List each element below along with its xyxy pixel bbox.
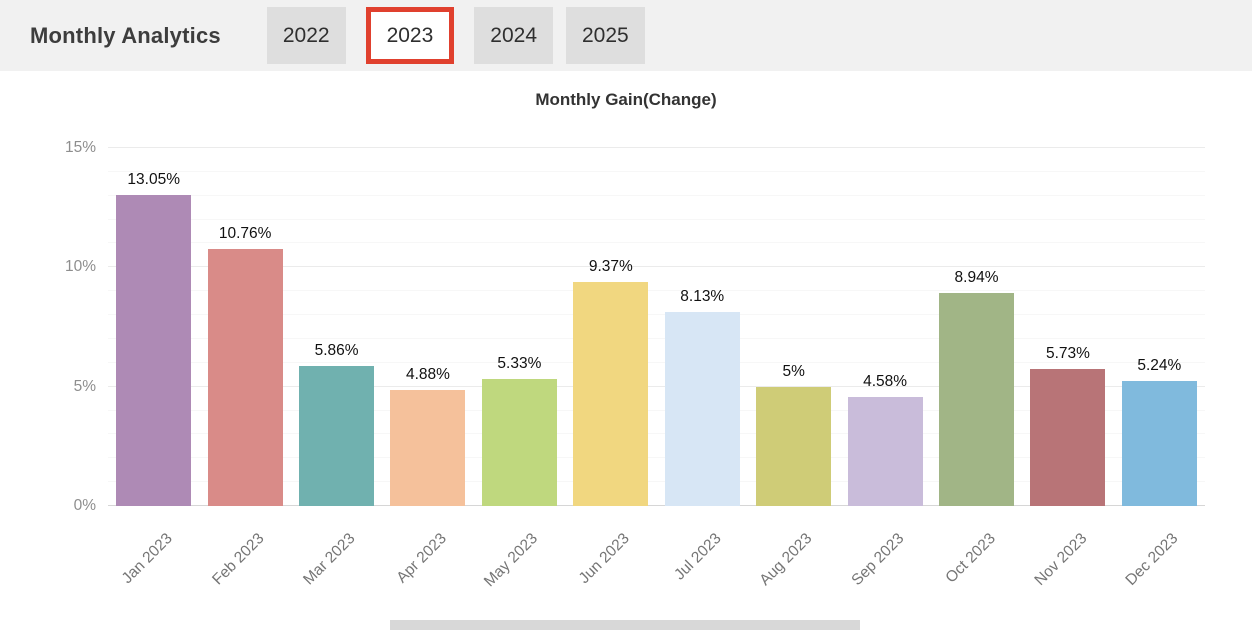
y-tick-label: 10%	[64, 258, 96, 276]
bar-slot: 13.05%	[108, 148, 199, 506]
bar-slot: 5.33%	[474, 148, 565, 506]
bar-slot: 5%	[748, 148, 839, 506]
bar-value-label: 5.33%	[497, 354, 542, 372]
x-cell: Jun 2023	[565, 506, 656, 626]
bar-value-label: 5%	[782, 362, 805, 380]
y-axis: 0% 5% 10% 15%	[0, 139, 96, 514]
gridline-minor	[108, 218, 1205, 220]
tab-2023-selected[interactable]: 2023	[365, 7, 455, 64]
x-cell: May 2023	[474, 506, 565, 626]
bar-value-label: 8.94%	[954, 268, 999, 286]
gridline-minor	[108, 457, 1205, 459]
x-cell: Oct 2023	[931, 506, 1022, 626]
bar-value-label: 4.88%	[406, 365, 450, 383]
x-cell: Jul 2023	[657, 506, 748, 626]
bar-slot: 5.24%	[1114, 148, 1205, 506]
tab-2022[interactable]: 2022	[266, 7, 346, 64]
bar-value-label: 5.73%	[1045, 345, 1090, 363]
x-axis-label: May 2023	[481, 530, 542, 591]
gridline-minor	[108, 433, 1205, 435]
y-tick-label: 15%	[64, 139, 96, 156]
page-title: Monthly Analytics	[30, 22, 221, 48]
bar-value-label: 5.86%	[314, 342, 359, 360]
x-axis-label: Jan 2023	[118, 530, 176, 588]
tab-2025[interactable]: 2025	[566, 7, 645, 64]
header-bar: Monthly Analytics 2022 2023 2024 2025	[0, 0, 1252, 71]
x-cell: Nov 2023	[1022, 506, 1113, 626]
footer-strip	[390, 620, 860, 630]
gridline-minor	[108, 337, 1205, 339]
plot-area: 13.05% 10.76% 5.86% 4.88% 5.33% 9.37% 8.13% 5% 4…	[108, 147, 1205, 506]
bar-dec-2023[interactable]	[1121, 380, 1197, 506]
bar-slot: 10.76%	[199, 148, 290, 506]
bar-slot: 4.88%	[382, 148, 473, 506]
x-axis-label: Jun 2023	[575, 530, 633, 588]
bar-aug-2023[interactable]	[756, 386, 832, 506]
bar-jun-2023[interactable]	[573, 282, 649, 506]
bar-jul-2023[interactable]	[664, 311, 740, 506]
bars: 13.05% 10.76% 5.86% 4.88% 5.33% 9.37% 8.13% 5% 4…	[108, 148, 1205, 506]
gridline-minor	[108, 409, 1205, 411]
bar-value-label: 9.37%	[588, 258, 633, 276]
x-cell: Aug 2023	[748, 506, 839, 626]
x-axis-label: Apr 2023	[393, 530, 451, 587]
bar-sep-2023[interactable]	[847, 396, 923, 506]
bar-apr-2023[interactable]	[390, 389, 466, 506]
bar-feb-2023[interactable]	[207, 249, 283, 506]
x-axis-label: Sep 2023	[848, 530, 908, 589]
bar-jan-2023[interactable]	[116, 194, 192, 506]
bar-slot: 5.73%	[1022, 148, 1113, 506]
gridline-minor	[108, 314, 1205, 316]
year-tabs: 2022 2023 2024 2025	[266, 0, 645, 71]
x-axis-label: Feb 2023	[208, 530, 268, 589]
bar-oct-2023[interactable]	[939, 292, 1014, 506]
bar-slot: 4.58%	[839, 148, 930, 506]
bar-value-label: 5.24%	[1137, 356, 1182, 374]
bar-value-label: 8.13%	[680, 287, 725, 305]
bar-may-2023[interactable]	[481, 378, 557, 506]
tab-2024[interactable]: 2024	[474, 7, 553, 64]
bar-slot: 9.37%	[565, 148, 656, 506]
x-axis: Jan 2023 Feb 2023 Mar 2023 Apr 2023 May 2023…	[108, 506, 1205, 626]
x-axis-label: Aug 2023	[756, 530, 816, 589]
y-tick-label: 0%	[73, 497, 96, 514]
x-axis-label: Dec 2023	[1122, 530, 1182, 589]
bar-value-label: 4.58%	[863, 372, 908, 390]
bar-slot: 8.94%	[931, 148, 1022, 506]
gridline-major	[108, 266, 1205, 268]
gridline-minor	[108, 194, 1205, 196]
chart-title: Monthly Gain(Change)	[535, 90, 717, 109]
bar-value-label: 13.05%	[127, 170, 180, 188]
x-cell: Mar 2023	[291, 506, 382, 626]
bar-slot: 8.13%	[657, 148, 748, 506]
monthly-gain-chart: 0% 5% 10% 15% 13.05% 10.76% 5.86% 4.88% 5.33% 9.…	[0, 113, 1252, 629]
x-cell: Feb 2023	[199, 506, 290, 626]
gridline-minor	[108, 242, 1205, 244]
gridline-minor	[108, 290, 1205, 292]
x-axis-label: Nov 2023	[1031, 530, 1090, 589]
x-axis-line	[108, 505, 1205, 506]
x-cell: Sep 2023	[839, 506, 930, 626]
x-cell: Apr 2023	[382, 506, 473, 626]
bar-mar-2023[interactable]	[299, 366, 375, 506]
x-axis-label: Oct 2023	[942, 530, 999, 587]
x-axis-label: Jul 2023	[670, 530, 725, 584]
x-axis-label: Mar 2023	[300, 530, 359, 589]
x-cell: Dec 2023	[1114, 506, 1205, 626]
gridline-major	[108, 385, 1205, 387]
gridline-minor	[108, 361, 1205, 363]
gridline-minor	[108, 170, 1205, 172]
y-tick-label: 5%	[73, 377, 96, 395]
gridline-minor	[108, 481, 1205, 483]
x-cell: Jan 2023	[108, 506, 199, 626]
gridline-major	[108, 147, 1205, 148]
bar-nov-2023[interactable]	[1030, 369, 1106, 506]
bar-slot: 5.86%	[291, 148, 382, 506]
bar-value-label: 10.76%	[218, 225, 272, 243]
